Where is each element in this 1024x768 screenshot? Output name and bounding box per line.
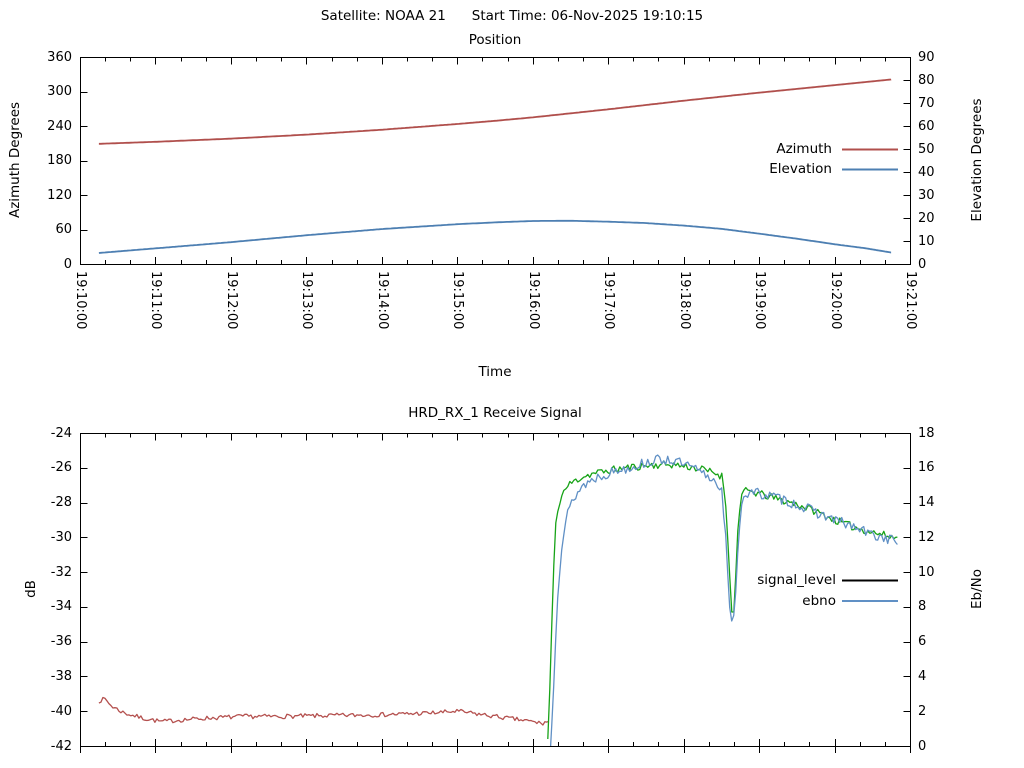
- plot-border: [80, 433, 911, 747]
- satellite-label: Satellite: NOAA 21: [320, 8, 446, 24]
- x-tick-label: 19:16:00: [525, 271, 541, 330]
- header: Satellite: NOAA 21 Start Time: 06-Nov-20…: [0, 8, 1024, 24]
- y-tick-label-right: 10: [918, 564, 935, 580]
- x-tick-label: 19:11:00: [148, 271, 164, 330]
- x-tick-label: 19:20:00: [827, 271, 843, 330]
- y-tick-label-left: 60: [55, 222, 72, 237]
- x-tick-label: 19:21:00: [903, 271, 918, 330]
- axis-ticks: [80, 57, 911, 265]
- x-tick-label: 19:18:00: [676, 271, 692, 330]
- y-tick-label-left: 120: [47, 187, 72, 203]
- y-tick-label-right: 50: [918, 141, 935, 157]
- x-tick-label: 19:14:00: [374, 271, 390, 330]
- y-tick-label-left: -24: [50, 425, 72, 441]
- y-tick-label-left: -28: [50, 495, 72, 511]
- series-elevation: [98, 219, 892, 254]
- position-chart-title: Position: [468, 32, 522, 48]
- y-tick-label-left: -38: [50, 668, 72, 684]
- series-signal_level_locked: [547, 460, 898, 740]
- y-tick-label-left: -36: [50, 634, 72, 650]
- time-axis-label: Time: [478, 364, 512, 380]
- y-tick-label-left: 240: [47, 118, 72, 134]
- y-tick-label-right: 14: [918, 495, 935, 511]
- y-tick-label-right: 10: [918, 233, 935, 249]
- series-ebno: [549, 454, 898, 746]
- y-tick-label-right: 80: [918, 72, 935, 88]
- y-tick-label-left: 180: [47, 153, 72, 168]
- y-tick-label-right: 40: [918, 164, 935, 180]
- y-tick-label-right: 12: [918, 529, 935, 545]
- y-tick-label-right: 16: [918, 460, 935, 476]
- y-tick-label-left: -40: [50, 703, 72, 719]
- start-time-label: Start Time: 06-Nov-2025 19:10:15: [471, 8, 704, 24]
- y-tick-label-left: -34: [50, 599, 72, 615]
- y-tick-label-left: 360: [47, 49, 72, 65]
- x-tick-label: 19:17:00: [601, 271, 617, 330]
- series-signal_level_unlocked: [98, 696, 549, 726]
- axis-ticks: [80, 433, 911, 753]
- receive-signal-chart-title: HRD_RX_1 Receive Signal: [408, 405, 582, 421]
- x-tick-label: 19:15:00: [450, 271, 466, 330]
- legend-label-azimuth: Azimuth: [776, 141, 832, 157]
- y-tick-label-left: -42: [50, 738, 72, 754]
- x-tick-label: 19:10:00: [73, 271, 88, 330]
- y-tick-label-right: 0: [918, 256, 927, 272]
- y-tick-label-right: 90: [918, 49, 935, 65]
- x-tick-label: 19:13:00: [299, 271, 315, 330]
- y-tick-label-right: 2: [918, 703, 927, 719]
- y-tick-label-left: -26: [50, 460, 72, 476]
- y-tick-label-right: 70: [918, 95, 935, 111]
- y-tick-label-left: 0: [63, 256, 72, 272]
- y-tick-label-left: 300: [47, 84, 72, 99]
- y-tick-label-right: 18: [918, 425, 935, 441]
- series-azimuth: [98, 78, 892, 145]
- legend-label-signal_level: signal_level: [757, 572, 836, 588]
- y-tick-label-right: 6: [918, 634, 927, 650]
- y-tick-label-right: 0: [918, 738, 927, 754]
- y-tick-label-left: -30: [50, 529, 72, 545]
- y-tick-label-right: 30: [918, 187, 935, 203]
- legend-label-elevation: Elevation: [769, 161, 832, 177]
- y-tick-label-right: 60: [918, 118, 935, 134]
- x-tick-label: 19:12:00: [223, 271, 239, 330]
- y-tick-label-left: -32: [50, 564, 72, 580]
- legend-label-ebno: ebno: [802, 592, 836, 609]
- y-tick-label-right: 8: [918, 599, 927, 615]
- x-tick-label: 19:19:00: [752, 271, 768, 330]
- y-tick-label-right: 4: [918, 668, 927, 684]
- y-tick-label-right: 20: [918, 210, 935, 226]
